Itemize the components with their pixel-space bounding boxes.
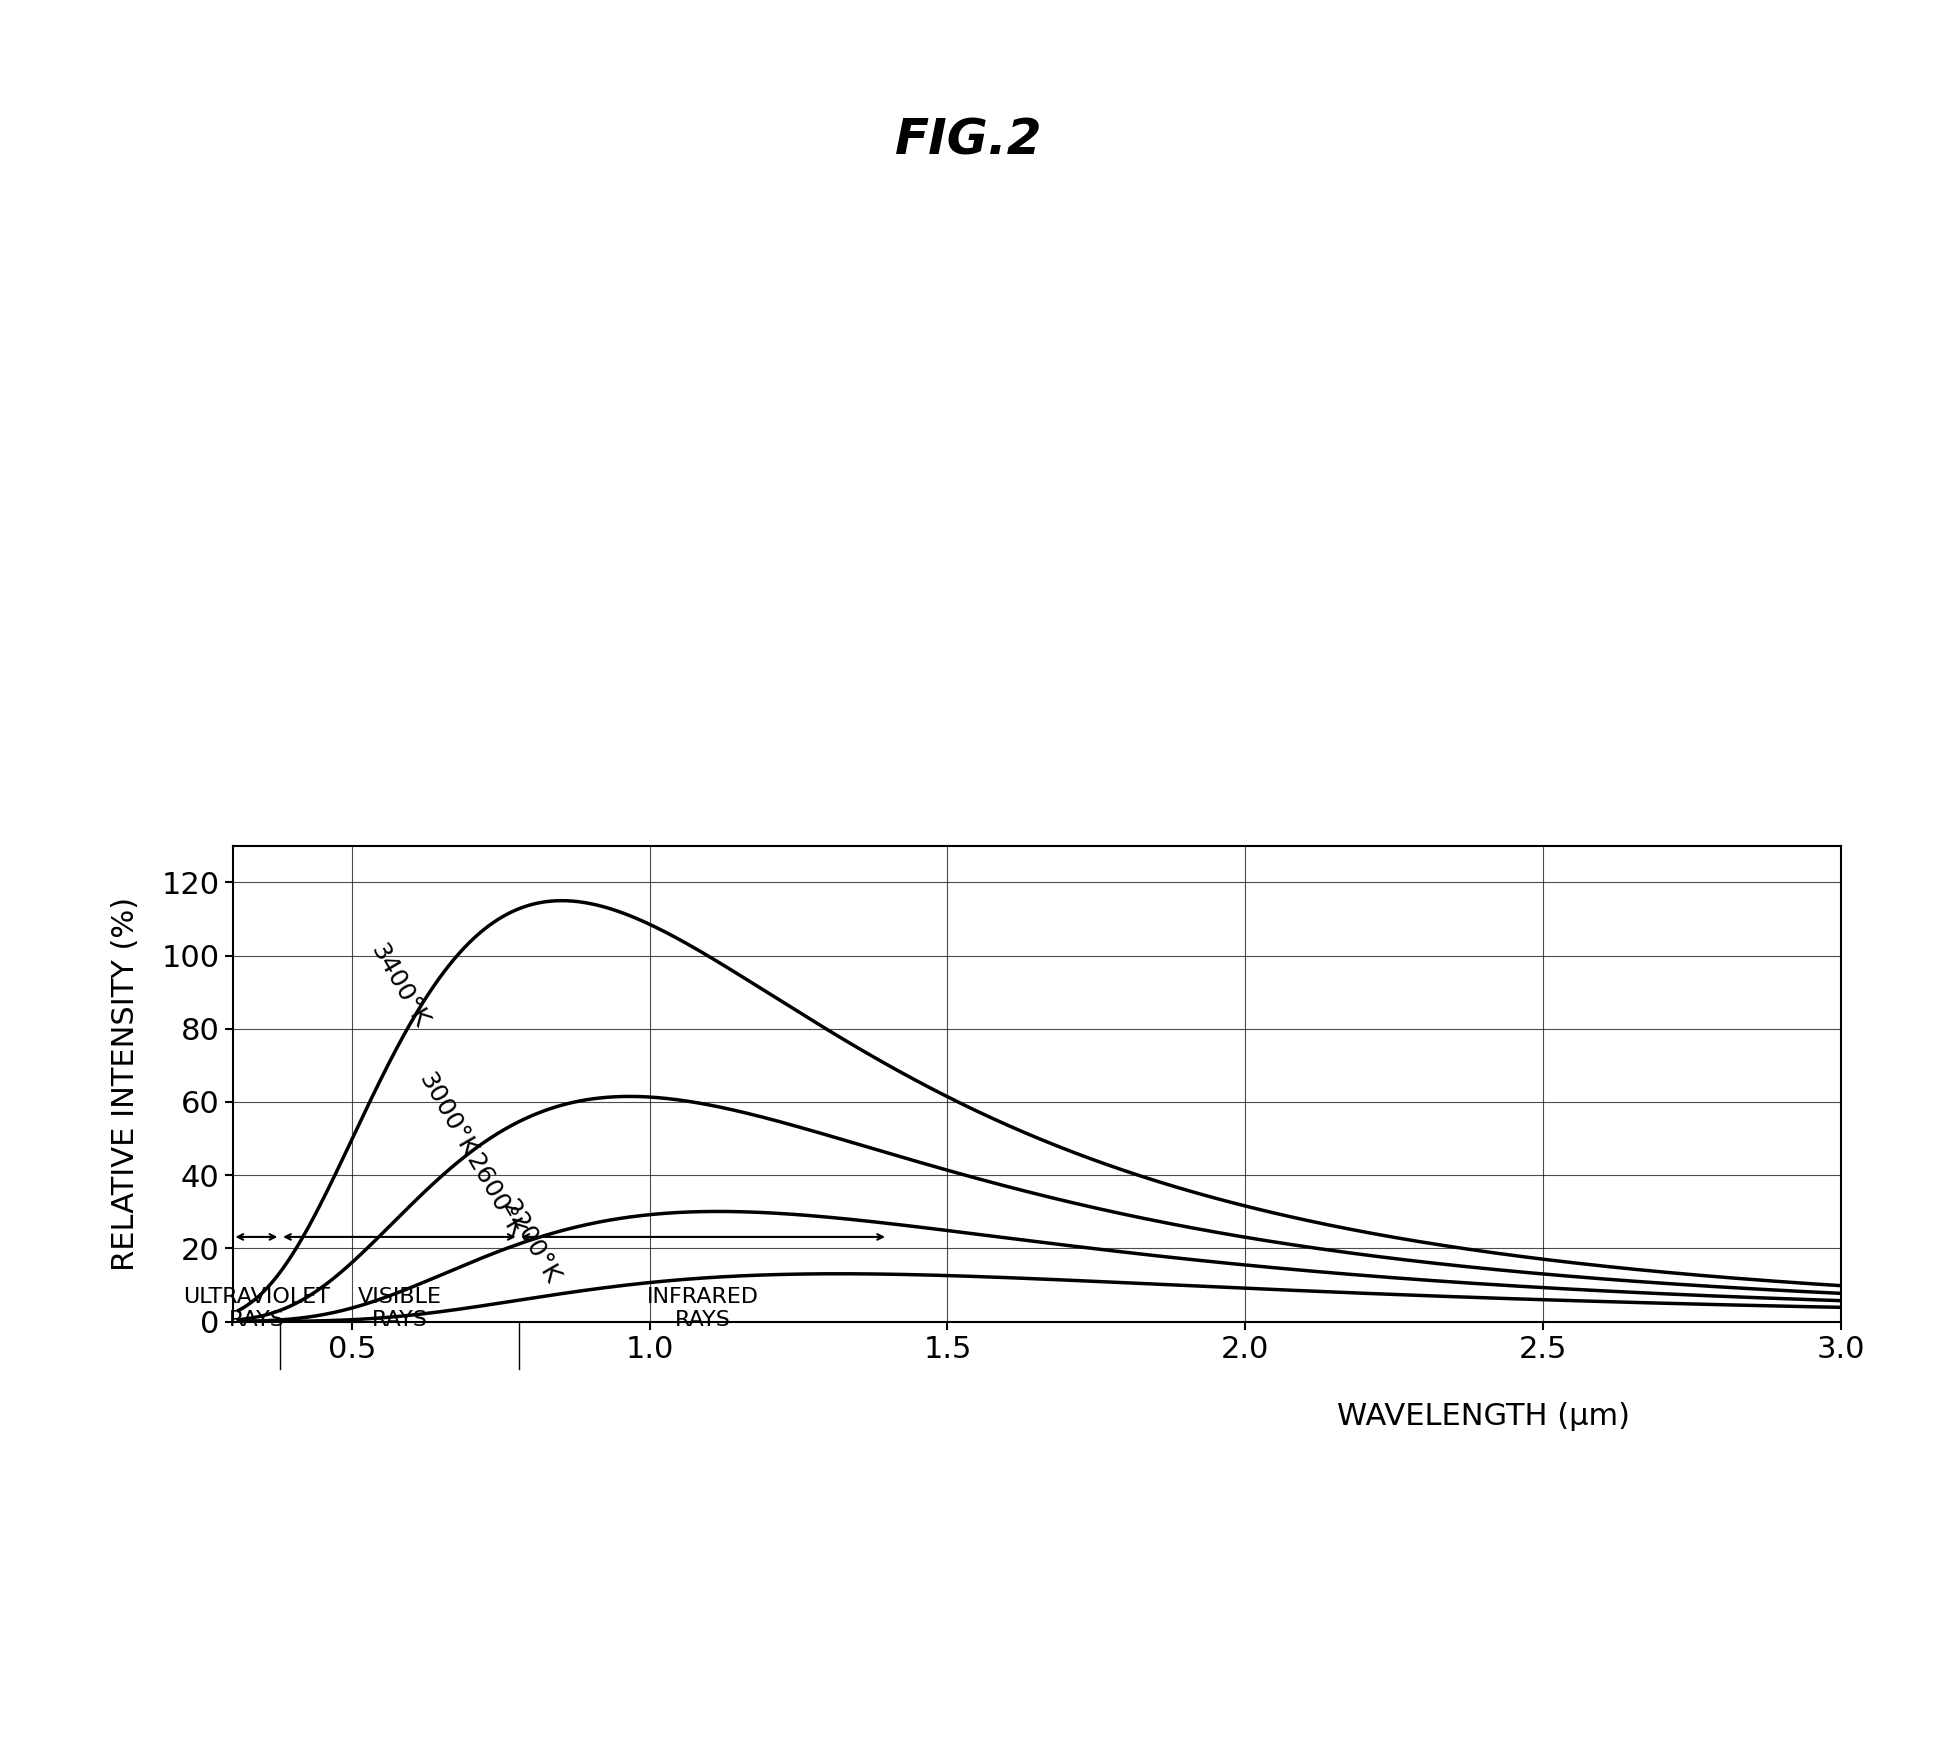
Text: WAVELENGTH (μm): WAVELENGTH (μm) [1337,1403,1630,1431]
Text: VISIBLE
RAYS: VISIBLE RAYS [357,1286,442,1330]
Text: FIG.2: FIG.2 [895,116,1043,166]
Text: 2600°K: 2600°K [461,1149,529,1242]
Y-axis label: RELATIVE INTENSITY (%): RELATIVE INTENSITY (%) [110,897,140,1270]
Text: ULTRAVIOLET
RAYS: ULTRAVIOLET RAYS [182,1286,329,1330]
Text: INFRARED
RAYS: INFRARED RAYS [647,1286,760,1330]
Text: 3000°K: 3000°K [413,1068,481,1161]
Text: 2200°K: 2200°K [496,1195,564,1288]
Text: 3400°K: 3400°K [366,939,432,1033]
